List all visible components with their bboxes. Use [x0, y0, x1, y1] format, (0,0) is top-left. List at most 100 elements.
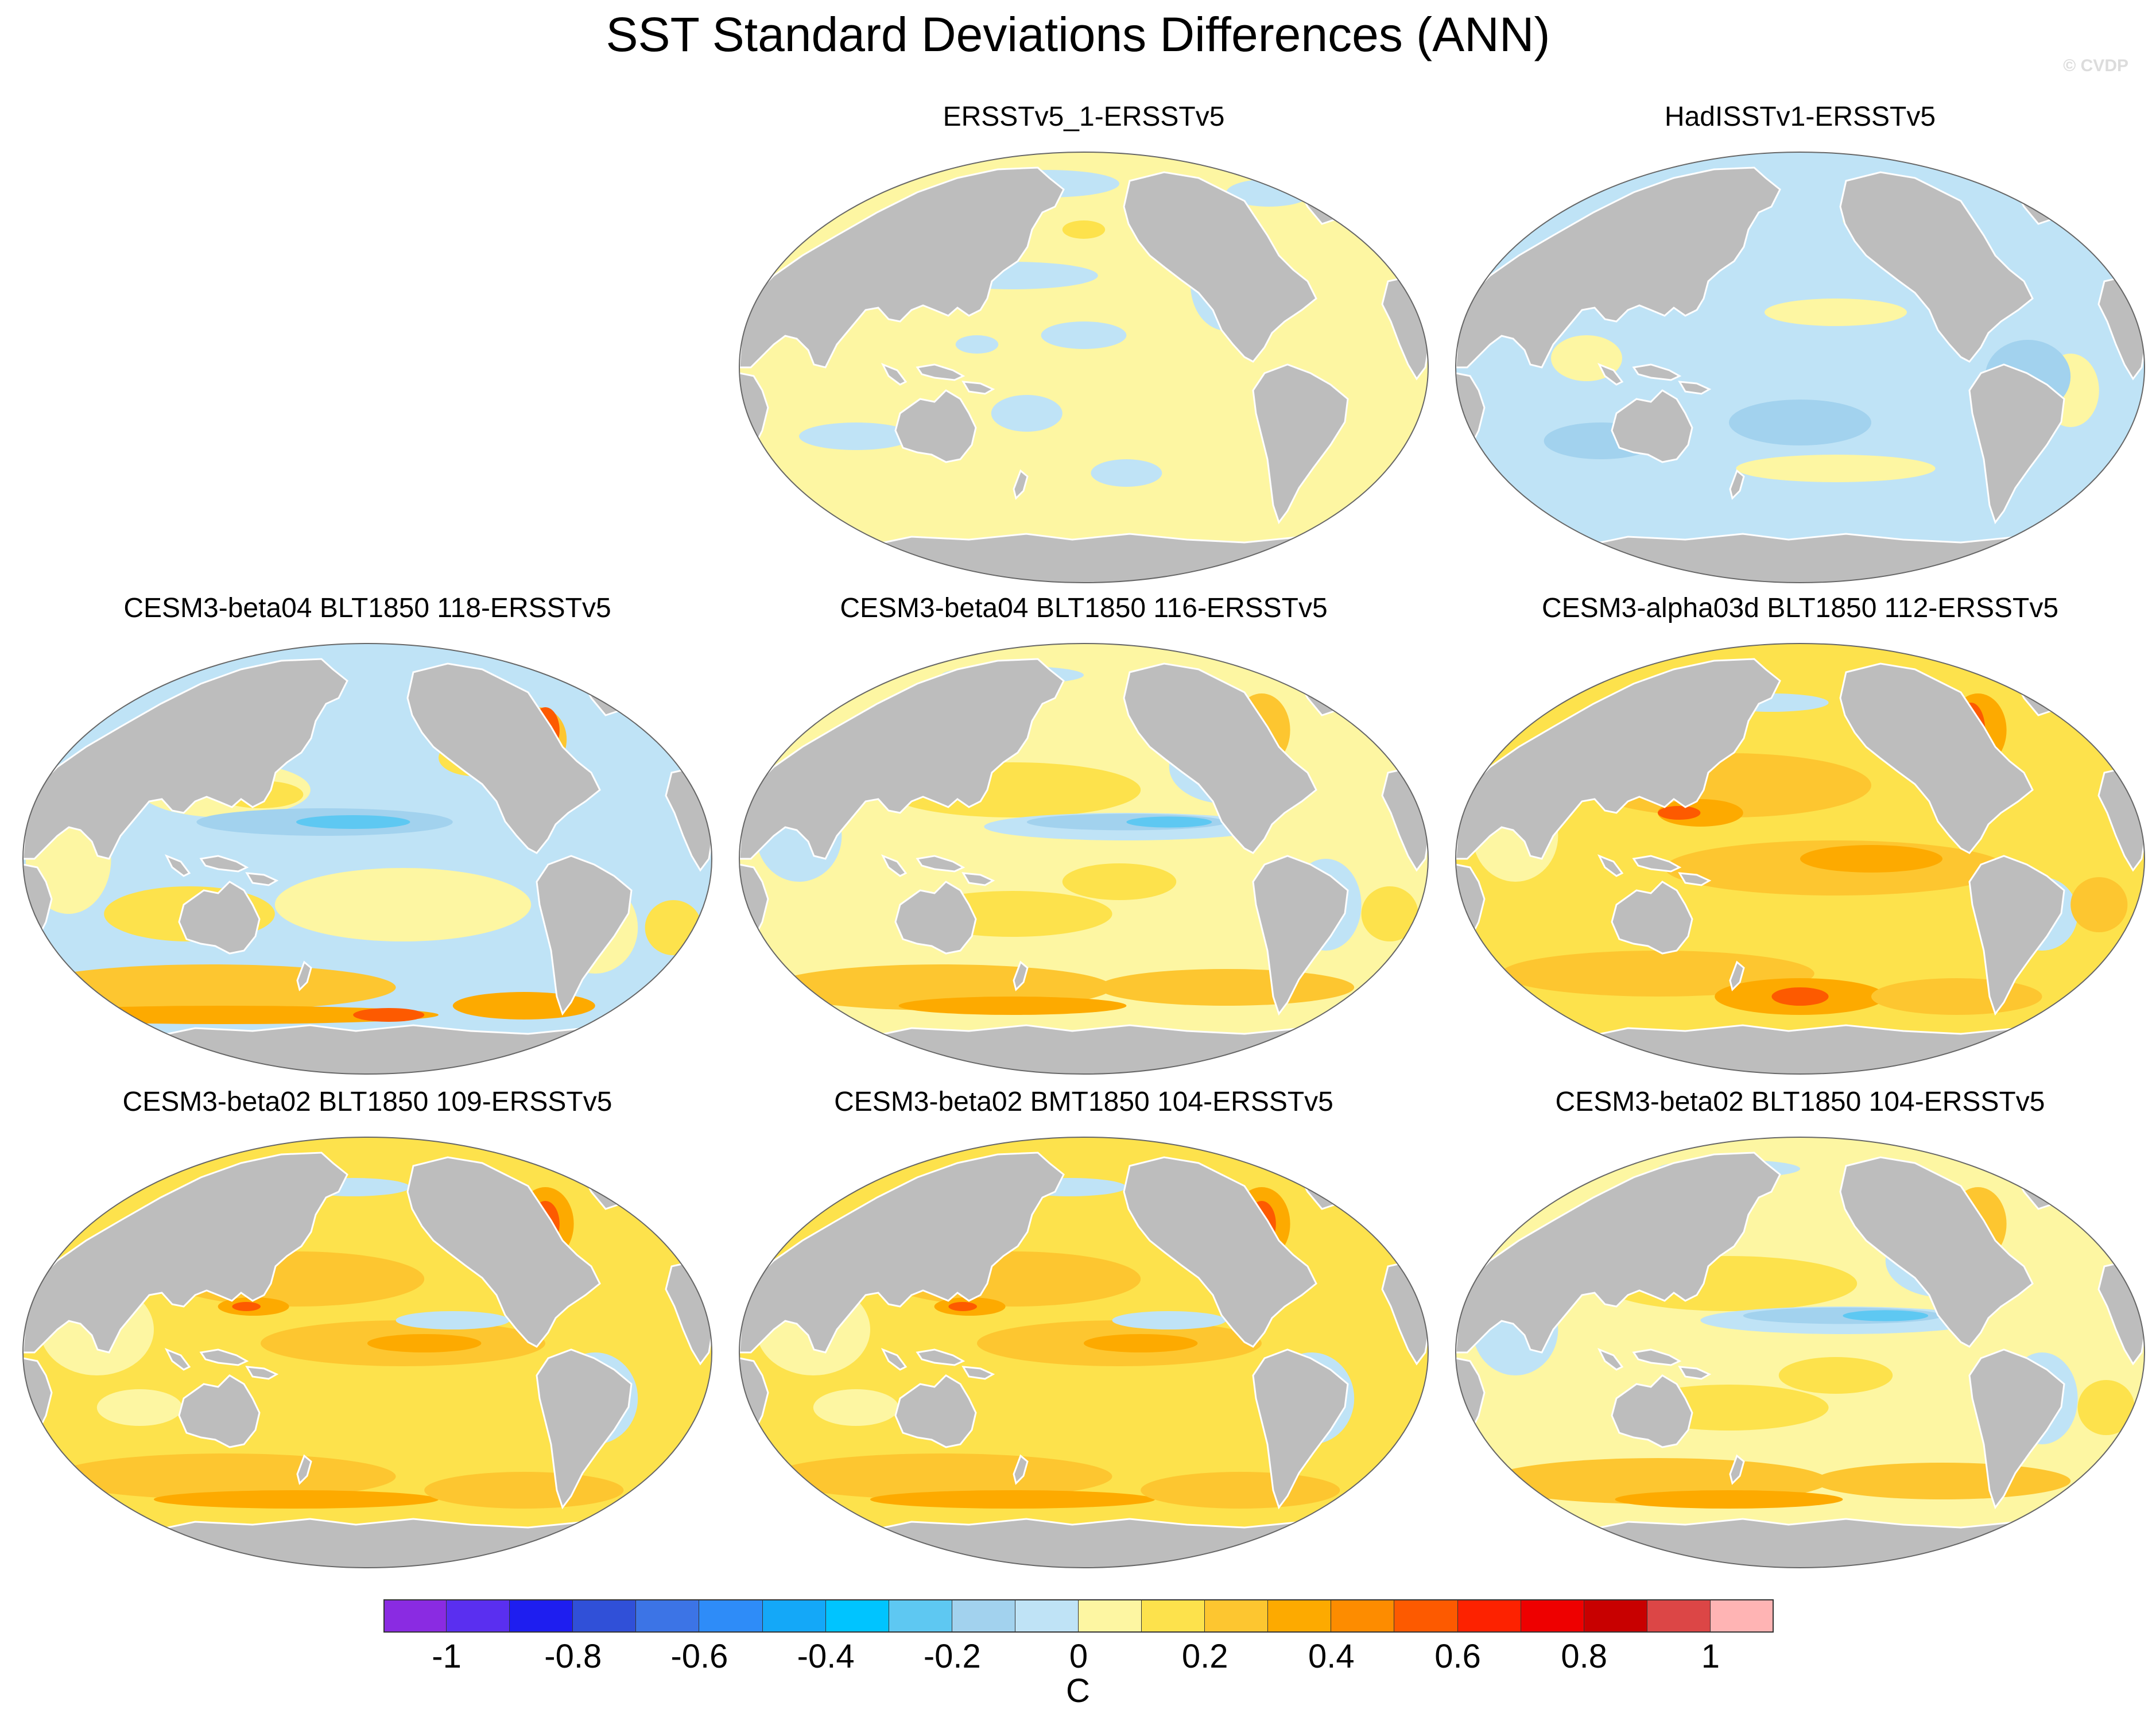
ocean-field: [739, 644, 1428, 1074]
landmass: [739, 166, 1065, 369]
landmass: [1611, 1374, 1693, 1448]
landmass: [894, 1374, 977, 1448]
anomaly-contour: [1098, 969, 1355, 1006]
landmass: [836, 1024, 1385, 1074]
anomaly-contour: [232, 1302, 261, 1311]
colorbar-swatch: [573, 1599, 637, 1633]
colorbar-swatch: [1205, 1599, 1269, 1633]
figure-title: SST Standard Deviations Differences (ANN…: [606, 7, 1550, 61]
colorbar-tick-label: -0.6: [670, 1638, 728, 1675]
landmass: [881, 363, 908, 386]
landmass: [406, 1156, 601, 1348]
landmass: [1252, 363, 1349, 525]
landmass: [2086, 1185, 2134, 1239]
map-outline: [739, 643, 1429, 1075]
ocean-field: [1456, 644, 2145, 1074]
landmass: [894, 389, 977, 463]
panel-title: CESM3-alpha03d BLT1850 112-ERSSTv5: [1541, 593, 2059, 623]
anomaly-contour: [813, 1389, 899, 1426]
colorbar-units: C: [1066, 1672, 1090, 1710]
landmass: [164, 1348, 191, 1371]
landmass: [916, 363, 965, 381]
anomaly-contour: [991, 395, 1063, 432]
landmass: [536, 855, 633, 1016]
colorbar-tick-label: 0.8: [1561, 1638, 1608, 1675]
anomaly-contour: [395, 1311, 510, 1329]
map-panel-beta04-118: CESM3-beta04 BLT1850 118-ERSSTv5: [11, 592, 723, 1086]
map-panel-beta02-blt-109: CESM3-beta02 BLT1850 109-ERSSTv5: [11, 1086, 723, 1580]
landmass: [245, 1366, 279, 1380]
landmass: [1597, 363, 1624, 386]
colorbar-tick-label: 0.4: [1308, 1638, 1355, 1675]
panel-title: CESM3-beta02 BMT1850 104-ERSSTv5: [834, 1087, 1333, 1117]
landmass: [1632, 1348, 1682, 1366]
landmass: [1729, 469, 1745, 500]
landmass: [1968, 363, 2065, 525]
landmass: [1839, 171, 2034, 363]
colorbar-swatch: [636, 1599, 700, 1633]
landmass: [1678, 381, 1712, 395]
landmass: [536, 1348, 633, 1510]
colorbar-swatch: [952, 1599, 1015, 1633]
landmass: [739, 1152, 1065, 1354]
colorbar-tick-label: -0.4: [797, 1638, 855, 1675]
landmass: [1456, 166, 1781, 369]
landmass: [1729, 1454, 1745, 1485]
panel-title: CESM3-beta02 BLT1850 104-ERSSTv5: [1555, 1087, 2045, 1117]
anomaly-contour: [1736, 455, 1936, 482]
landmass: [1968, 1348, 2065, 1510]
colorbar-swatch: [1710, 1599, 1774, 1633]
landmass: [119, 1024, 668, 1074]
anomaly-contour: [1778, 1357, 1893, 1394]
landmass: [1839, 1156, 2034, 1348]
colorbar-swatch: [1142, 1599, 1205, 1633]
anomaly-contour: [1084, 1334, 1198, 1352]
colorbar-swatch: [383, 1599, 447, 1633]
anomaly-contour: [1729, 400, 1871, 445]
landmass: [836, 1518, 1385, 1568]
anomaly-contour: [948, 1302, 977, 1311]
anomaly-contour: [1354, 1380, 1412, 1435]
ocean-field: [23, 1137, 712, 1568]
robinson-map: [1455, 1137, 2145, 1568]
landmass: [836, 533, 1385, 583]
colorbar-swatch: [1647, 1599, 1711, 1633]
anomaly-contour: [1062, 863, 1177, 900]
landmass: [1678, 872, 1712, 886]
colorbar-swatch: [1584, 1599, 1647, 1633]
colorbar-swatch: [1331, 1599, 1395, 1633]
landmass: [916, 1348, 965, 1366]
anomaly-contour: [870, 1490, 1155, 1509]
colorbar-tick-label: -0.2: [923, 1638, 981, 1675]
continents: [739, 164, 1428, 583]
anomaly-contour: [638, 1380, 695, 1435]
landmass: [1597, 1348, 1624, 1371]
map-panel-beta04-116: CESM3-beta04 BLT1850 116-ERSSTv5: [728, 592, 1440, 1086]
landmass: [1968, 855, 2065, 1016]
landmass: [296, 1454, 312, 1485]
landmass: [1252, 1348, 1349, 1510]
anomaly-contour: [96, 1389, 183, 1426]
anomaly-contour: [1062, 220, 1106, 239]
ocean-field: [739, 1137, 1428, 1568]
anomaly-contour: [799, 422, 913, 450]
robinson-map: [1455, 643, 2145, 1075]
anomaly-contour: [2070, 877, 2128, 932]
anomaly-contour: [1141, 1472, 1340, 1509]
colorbar-tick-label: 0.2: [1181, 1638, 1228, 1675]
anomaly-contour: [1800, 845, 1942, 873]
landmass: [1552, 1024, 2101, 1074]
landmass: [1013, 1454, 1029, 1485]
landmass: [1611, 389, 1693, 463]
landmass: [199, 1348, 249, 1366]
anomaly-contour: [1629, 152, 1686, 156]
colorbar-frame: [383, 1599, 1774, 1633]
colorbar-swatch: [447, 1599, 510, 1633]
landmass: [1456, 1152, 1781, 1354]
landmass: [894, 881, 977, 955]
panel-title: CESM3-beta02 BLT1850 109-ERSSTv5: [122, 1087, 612, 1117]
landmass: [1632, 855, 1682, 873]
map-outline: [22, 643, 712, 1075]
map-panel-hadisst: HadISSTv1-ERSSTv5: [1444, 101, 2156, 595]
anomaly-contour: [1765, 299, 1907, 326]
